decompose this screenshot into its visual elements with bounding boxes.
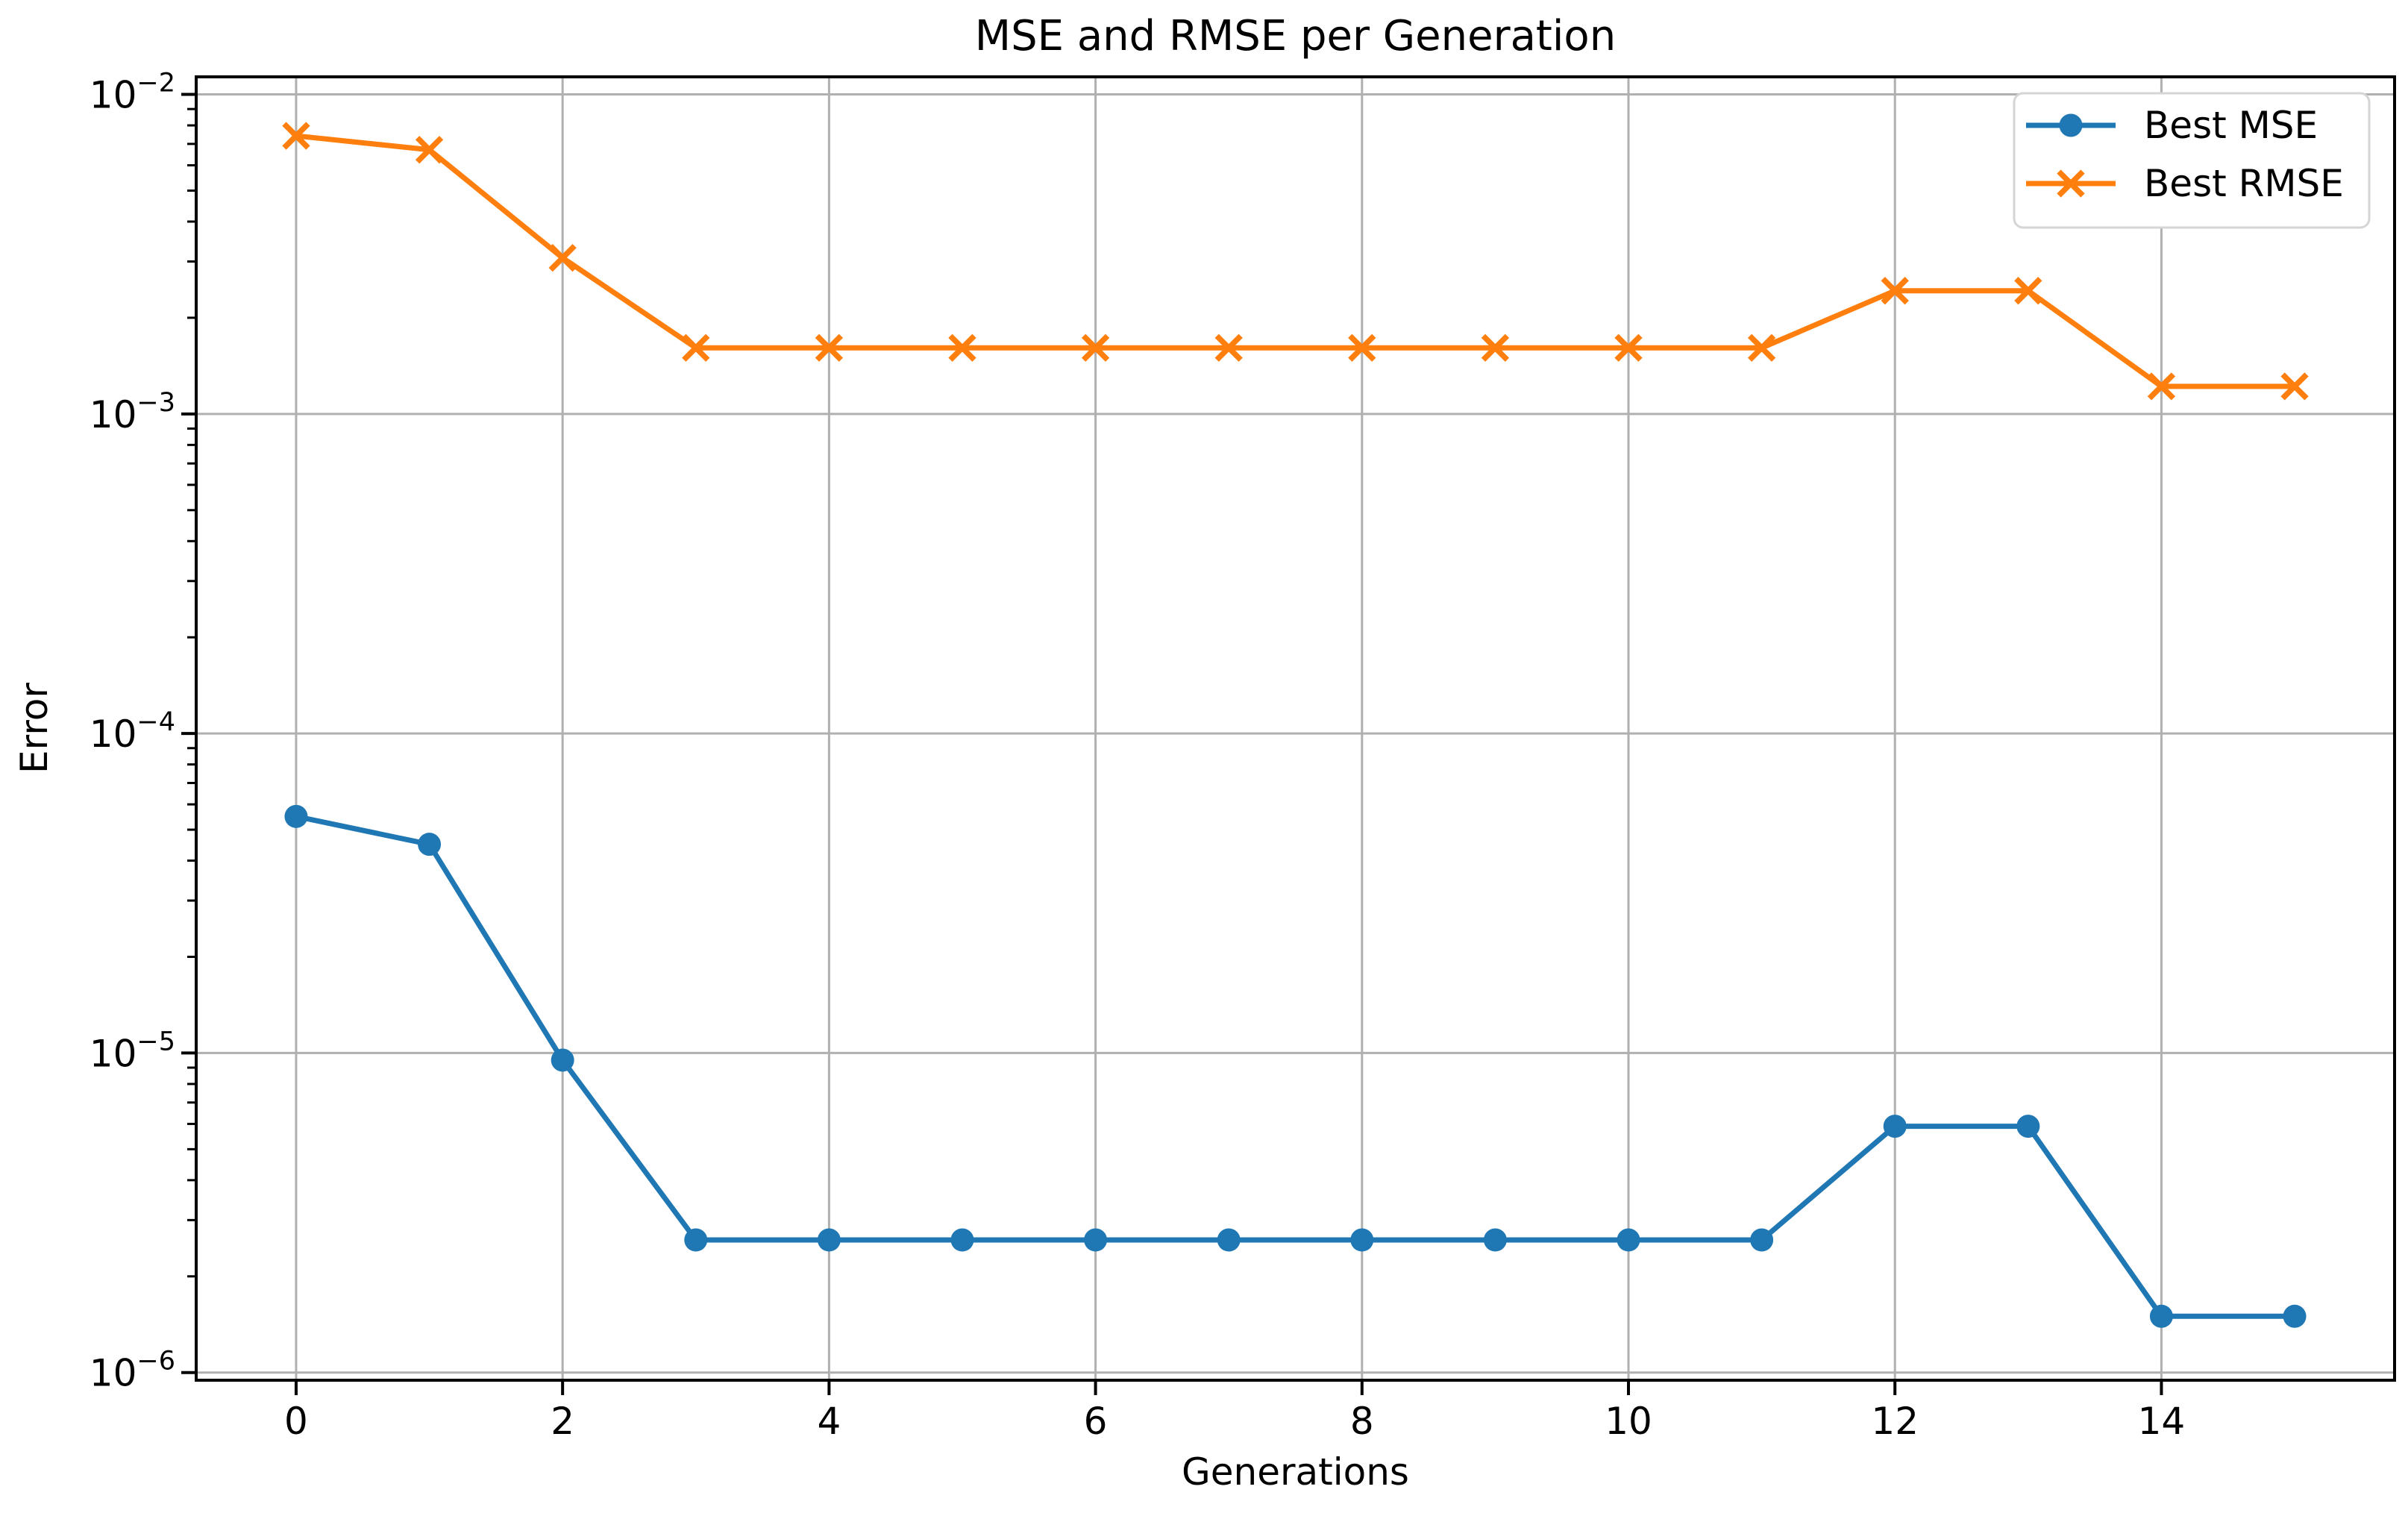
marker-x — [282, 122, 310, 150]
axes-spines — [195, 75, 2396, 1382]
marker-circle — [551, 1048, 574, 1072]
marker-circle — [1217, 1228, 1241, 1252]
legend-label: Best MSE — [2144, 104, 2318, 147]
marker-x — [548, 243, 577, 272]
x-tick-label: 2 — [551, 1400, 574, 1443]
x-tick-label: 6 — [1084, 1400, 1108, 1443]
marker-x — [682, 333, 710, 362]
marker-circle — [684, 1228, 708, 1252]
marker-x — [2147, 372, 2176, 401]
legend: Best MSE Best RMSE — [2013, 92, 2371, 229]
marker-x — [948, 333, 976, 362]
x-axis-label: Generations — [1182, 1450, 1409, 1494]
chart-title: MSE and RMSE per Generation — [974, 12, 1617, 60]
marker-circle — [2016, 1115, 2040, 1138]
grid — [196, 77, 2395, 1380]
plot-area — [196, 77, 2395, 1380]
marker-circle — [284, 804, 308, 828]
legend-entry-best-mse: Best MSE — [2026, 104, 2318, 147]
marker-x — [1081, 333, 1110, 362]
y-tick-label: 10−4 — [90, 707, 175, 756]
marker-circle — [1084, 1228, 1108, 1252]
marker-x — [1881, 277, 1909, 305]
marker-circle — [2149, 1304, 2173, 1328]
marker-circle — [817, 1228, 841, 1252]
marker-circle — [2283, 1304, 2307, 1328]
x-tick-label: 14 — [2138, 1400, 2186, 1443]
marker-circle — [1617, 1228, 1640, 1252]
marker-circle — [950, 1228, 974, 1252]
y-tick-label: 10−2 — [90, 69, 175, 117]
legend-entry-best-rmse: Best RMSE — [2026, 162, 2344, 205]
x-tick-label: 4 — [817, 1400, 841, 1443]
x-tick-label: 0 — [284, 1400, 308, 1443]
series-line-best-rmse — [295, 133, 2295, 389]
marker-circle — [1350, 1228, 1374, 1252]
x-tick-label: 10 — [1605, 1400, 1652, 1443]
marker-x — [1348, 333, 1376, 362]
ticks — [181, 93, 2163, 1395]
y-tick-label: 10−6 — [90, 1347, 175, 1395]
marker-x — [1214, 333, 1243, 362]
marker-circle — [1483, 1228, 1507, 1252]
marker-x — [1614, 333, 1643, 362]
series-best-rmse — [282, 122, 2309, 401]
series-best-mse — [284, 804, 2307, 1328]
marker-x — [415, 136, 444, 164]
marker-circle — [418, 833, 442, 856]
legend-marker-x — [2057, 169, 2085, 198]
y-tick-label: 10−5 — [90, 1027, 175, 1075]
marker-x — [2014, 277, 2042, 305]
marker-x — [1481, 333, 1510, 362]
marker-x — [2280, 372, 2309, 401]
legend-marker-circle — [2059, 113, 2083, 137]
x-tick-label: 8 — [1350, 1400, 1374, 1443]
series-line-best-mse — [295, 813, 2295, 1319]
y-tick-label: 10−3 — [90, 388, 175, 436]
legend-label: Best RMSE — [2144, 162, 2344, 205]
marker-circle — [1883, 1115, 1907, 1138]
tick-labels: 0 2 4 6 8 10 12 14 10−2 10−3 10−4 10−5 10−6 — [90, 69, 2185, 1443]
marker-x — [815, 333, 844, 362]
x-tick-label: 12 — [1871, 1400, 1919, 1443]
marker-circle — [1750, 1228, 1774, 1252]
marker-x — [1747, 333, 1776, 362]
